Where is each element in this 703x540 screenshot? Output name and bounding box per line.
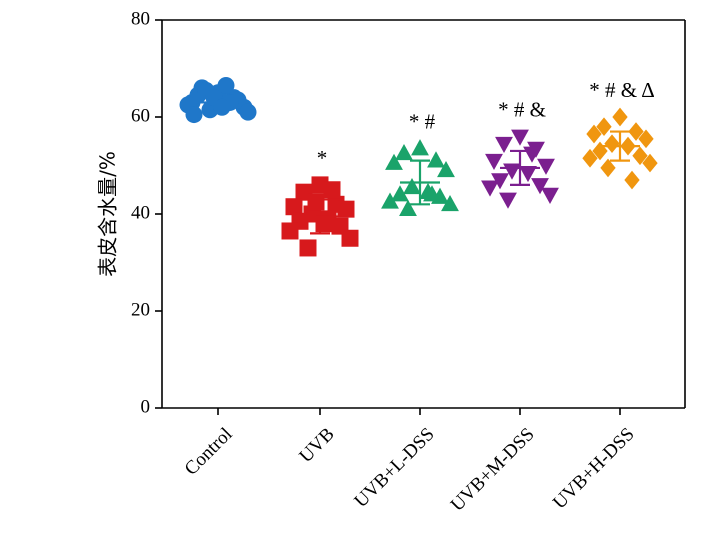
y-tick-label-80: 80 bbox=[131, 8, 150, 29]
data-point bbox=[523, 146, 541, 163]
y-tick-label-20: 20 bbox=[131, 299, 150, 320]
x-tick-label: UVB+H-DSS bbox=[549, 424, 639, 514]
y-tick-label-60: 60 bbox=[131, 105, 150, 126]
data-point bbox=[281, 222, 299, 240]
data-point bbox=[632, 146, 648, 166]
data-point bbox=[491, 173, 509, 190]
data-point bbox=[519, 165, 537, 183]
data-point bbox=[600, 158, 616, 178]
annotation-label: * # & bbox=[498, 97, 546, 121]
data-point bbox=[495, 136, 513, 154]
data-point bbox=[537, 158, 555, 175]
x-ticks: Control UVB UVB+L-DSS UVB+M-DSS UVB+H-DSS bbox=[181, 408, 639, 516]
data-point bbox=[604, 134, 620, 154]
data-point bbox=[185, 106, 203, 124]
data-point bbox=[341, 229, 359, 247]
data-point bbox=[511, 129, 529, 146]
data-point bbox=[582, 148, 598, 168]
data-point bbox=[437, 161, 455, 178]
data-point bbox=[299, 239, 317, 257]
data-point bbox=[638, 129, 654, 149]
data-point bbox=[531, 178, 549, 195]
data-point bbox=[239, 103, 257, 121]
annotation-label: * # bbox=[409, 110, 436, 134]
data-point bbox=[285, 198, 303, 216]
x-tick-label: UVB bbox=[295, 424, 338, 467]
data-point bbox=[337, 200, 355, 218]
data-point bbox=[399, 199, 417, 216]
data-point bbox=[541, 187, 559, 204]
data-point bbox=[213, 98, 231, 116]
annotation-label: * bbox=[317, 146, 328, 170]
data-point bbox=[499, 192, 517, 209]
data-point bbox=[423, 185, 441, 202]
data-point bbox=[323, 181, 341, 199]
y-axis-label: 表皮含水量/% bbox=[96, 151, 120, 277]
data-point bbox=[411, 139, 429, 156]
data-point bbox=[596, 117, 612, 137]
data-point bbox=[427, 151, 445, 168]
y-tick-label-40: 40 bbox=[131, 202, 150, 223]
data-point bbox=[503, 163, 521, 180]
x-tick-label: Control bbox=[181, 424, 237, 480]
data-point bbox=[481, 180, 499, 197]
data-point bbox=[592, 141, 608, 161]
data-point bbox=[391, 185, 409, 202]
data-point bbox=[628, 122, 644, 141]
data-point bbox=[586, 124, 602, 144]
y-ticks: 0 20 40 60 80 bbox=[131, 8, 162, 417]
data-point bbox=[620, 136, 636, 156]
data-point bbox=[612, 107, 628, 127]
data-point bbox=[624, 170, 640, 190]
data-point bbox=[395, 144, 413, 161]
data-point bbox=[485, 153, 503, 170]
x-tick-label: UVB+L-DSS bbox=[350, 424, 438, 512]
data-point bbox=[403, 177, 421, 195]
data-point bbox=[381, 192, 399, 209]
data-point bbox=[385, 153, 403, 170]
data-point bbox=[441, 194, 459, 212]
data-point bbox=[217, 76, 235, 94]
data-point bbox=[315, 215, 333, 233]
data-point bbox=[307, 193, 325, 211]
data-point bbox=[642, 153, 658, 173]
data-points bbox=[179, 76, 658, 257]
y-tick-label-0: 0 bbox=[141, 396, 151, 417]
significance-annotations: * * # * # & * # & Δ bbox=[317, 78, 655, 170]
annotation-label: * # & Δ bbox=[589, 78, 654, 102]
x-tick-label: UVB+M-DSS bbox=[447, 424, 539, 516]
